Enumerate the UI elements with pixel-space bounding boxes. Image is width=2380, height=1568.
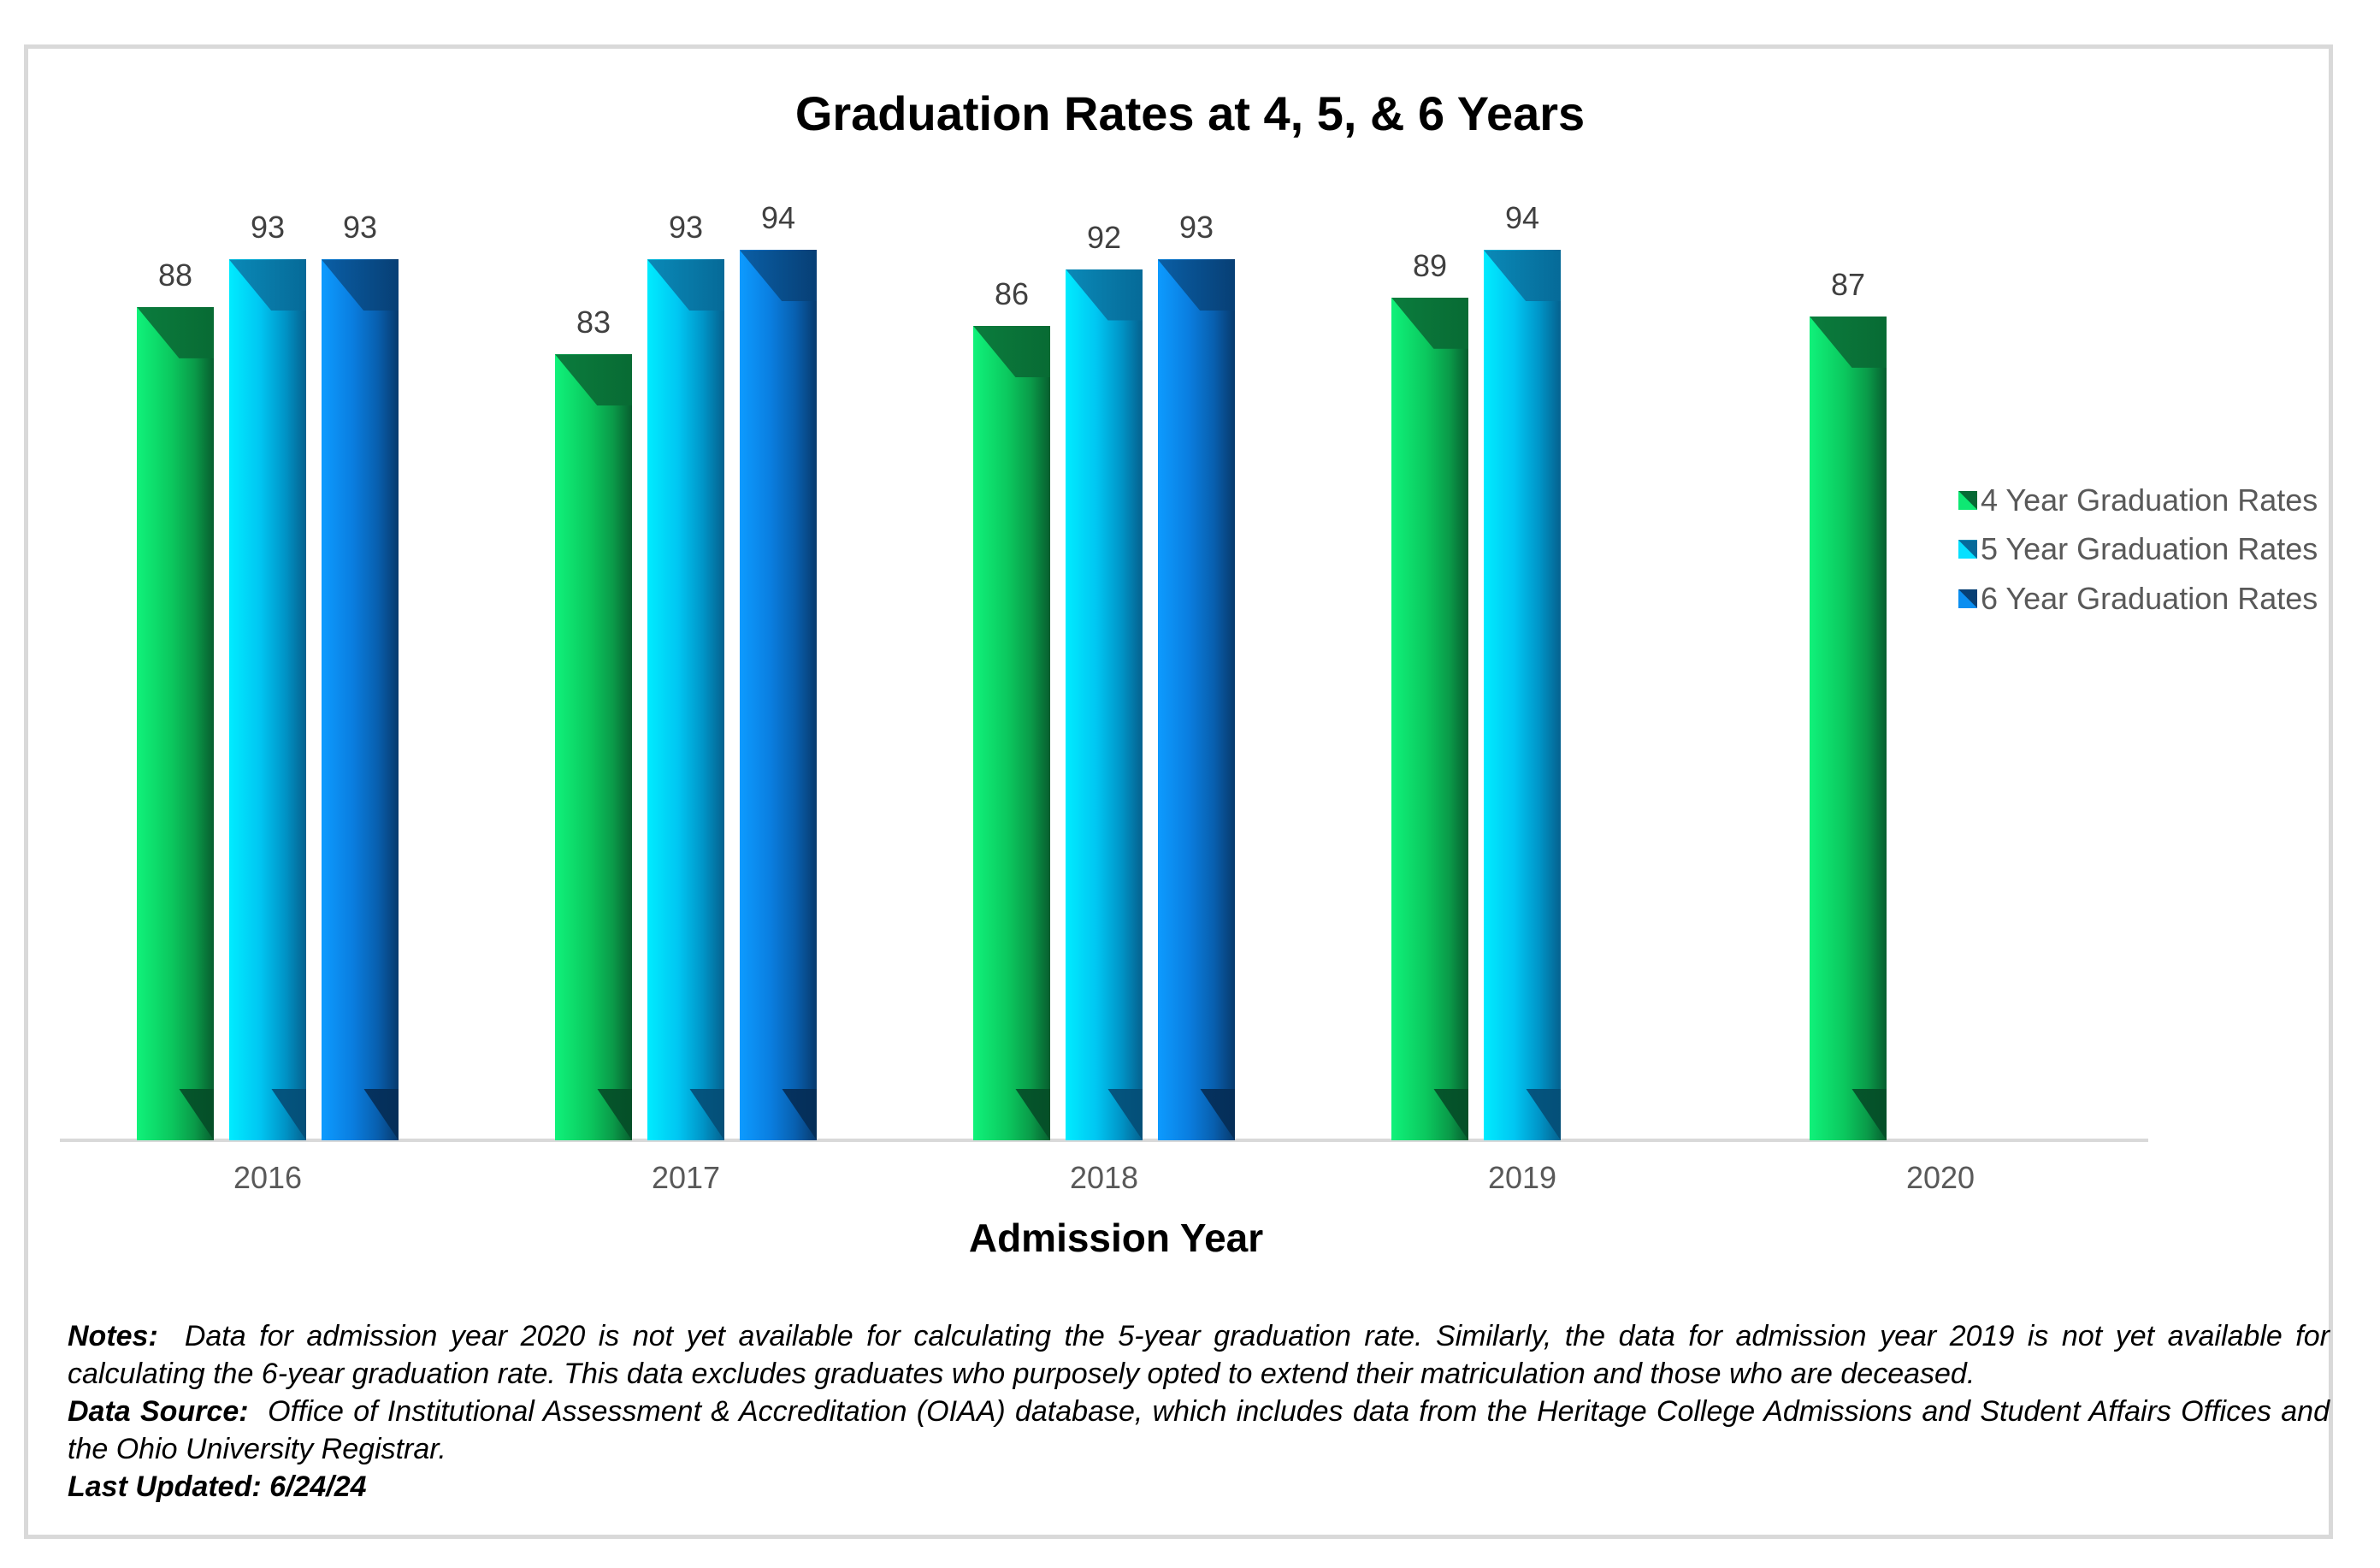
bar-2016-5-year[interactable] [229, 259, 306, 1140]
notes-paragraph: Notes: Data for admission year 2020 is n… [68, 1317, 2330, 1393]
legend-item-6-year[interactable]: 6 Year Graduation Rates [1958, 574, 2318, 624]
bar-2018-4-year[interactable] [973, 325, 1050, 1140]
source-label: Data Source: [68, 1395, 249, 1428]
data-label: 89 [1412, 247, 1448, 283]
source-text: Office of Institutional Assessment & Acc… [68, 1395, 2330, 1465]
category-label: 2016 [233, 1160, 303, 1195]
legend: 4 Year Graduation Rates 5 Year Graduatio… [1958, 476, 2318, 624]
bar-2018-6-year[interactable] [1158, 259, 1235, 1140]
bar-2019-4-year[interactable] [1391, 297, 1468, 1140]
data-label: 93 [342, 210, 378, 246]
data-label: 83 [576, 305, 611, 340]
bar-2017-5-year[interactable] [647, 259, 724, 1140]
data-label: 86 [994, 275, 1030, 311]
legend-item-5-year[interactable]: 5 Year Graduation Rates [1958, 525, 2318, 575]
bar-2019-5-year[interactable] [1484, 250, 1561, 1140]
category-label: 2018 [1069, 1160, 1139, 1195]
bar-2017-6-year[interactable] [740, 250, 817, 1140]
source-paragraph: Data Source: Office of Institutional Ass… [68, 1393, 2330, 1468]
data-label: 94 [1504, 200, 1540, 236]
notes-text: Data for admission year 2020 is not yet … [68, 1320, 2330, 1390]
data-label: 92 [1086, 219, 1122, 255]
category-label: 2017 [651, 1160, 721, 1195]
bar-2016-4-year[interactable] [137, 306, 214, 1140]
data-label: 94 [760, 200, 796, 236]
data-label: 88 [157, 257, 193, 293]
category-label: 2020 [1905, 1160, 1975, 1195]
legend-item-4-year[interactable]: 4 Year Graduation Rates [1958, 476, 2318, 525]
last-updated: Last Updated: 6/24/24 [68, 1470, 367, 1503]
bar-2020-4-year[interactable] [1810, 316, 1887, 1140]
data-label: 93 [668, 210, 704, 246]
legend-label: 4 Year Graduation Rates [1981, 482, 2318, 518]
category-label: 2019 [1487, 1160, 1557, 1195]
bar-2017-4-year[interactable] [555, 354, 632, 1140]
bar-2016-6-year[interactable] [322, 259, 399, 1140]
legend-label: 6 Year Graduation Rates [1981, 580, 2318, 616]
data-label: 93 [1178, 210, 1214, 246]
data-label: 87 [1830, 266, 1866, 302]
legend-swatch-icon [1958, 589, 1977, 608]
notes-label: Notes: [68, 1320, 158, 1352]
data-label: 93 [250, 210, 286, 246]
x-axis-line [60, 1139, 2148, 1142]
x-axis-title: Admission Year [968, 1216, 1264, 1260]
legend-swatch-icon [1958, 540, 1977, 559]
notes-block: Notes: Data for admission year 2020 is n… [68, 1317, 2330, 1506]
chart-title: Graduation Rates at 4, 5, & 6 Years [794, 86, 1586, 140]
bar-2018-5-year[interactable] [1066, 269, 1143, 1140]
legend-swatch-icon [1958, 490, 1977, 510]
legend-label: 5 Year Graduation Rates [1981, 531, 2318, 567]
updated-paragraph: Last Updated: 6/24/24 [68, 1468, 2330, 1506]
